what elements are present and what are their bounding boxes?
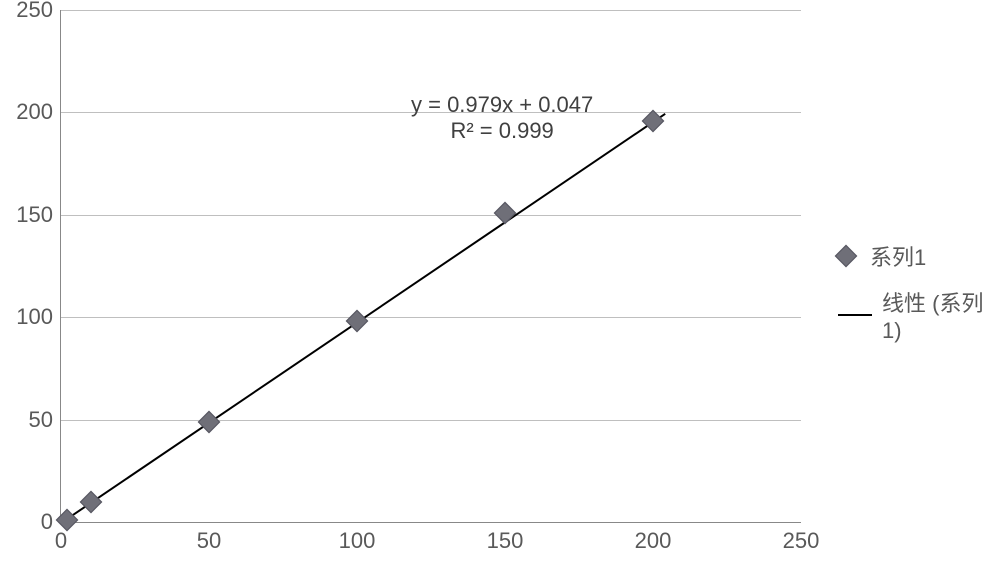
chart-container: 050100150200250050100150200250y = 0.979x… <box>0 0 1000 580</box>
x-tick-label: 50 <box>197 522 221 554</box>
data-point <box>494 201 517 224</box>
legend: 系列1 线性 (系列1) <box>838 226 1000 358</box>
gridline <box>61 215 801 216</box>
y-tick-label: 100 <box>16 304 61 330</box>
data-point <box>198 410 221 433</box>
y-tick-label: 250 <box>16 0 61 23</box>
legend-label: 系列1 <box>870 240 926 272</box>
gridline <box>61 420 801 421</box>
legend-label: 线性 (系列1) <box>882 286 1000 344</box>
x-tick-label: 200 <box>635 522 672 554</box>
y-tick-label: 200 <box>16 99 61 125</box>
data-point <box>346 310 369 333</box>
x-tick-label: 250 <box>783 522 820 554</box>
diamond-icon <box>835 245 858 268</box>
r-squared-line: R² = 0.999 <box>411 118 593 144</box>
equation-line: y = 0.979x + 0.047 <box>411 92 593 118</box>
plot-area: 050100150200250050100150200250y = 0.979x… <box>60 10 801 523</box>
y-tick-label: 150 <box>16 202 61 228</box>
line-icon <box>838 314 872 316</box>
gridline <box>61 317 801 318</box>
y-tick-label: 50 <box>29 407 61 433</box>
data-point <box>79 490 102 513</box>
gridline <box>61 10 801 11</box>
legend-item: 线性 (系列1) <box>838 286 1000 344</box>
legend-item: 系列1 <box>838 240 1000 272</box>
equation-annotation: y = 0.979x + 0.047R² = 0.999 <box>411 92 593 144</box>
x-tick-label: 100 <box>339 522 376 554</box>
x-tick-label: 150 <box>487 522 524 554</box>
